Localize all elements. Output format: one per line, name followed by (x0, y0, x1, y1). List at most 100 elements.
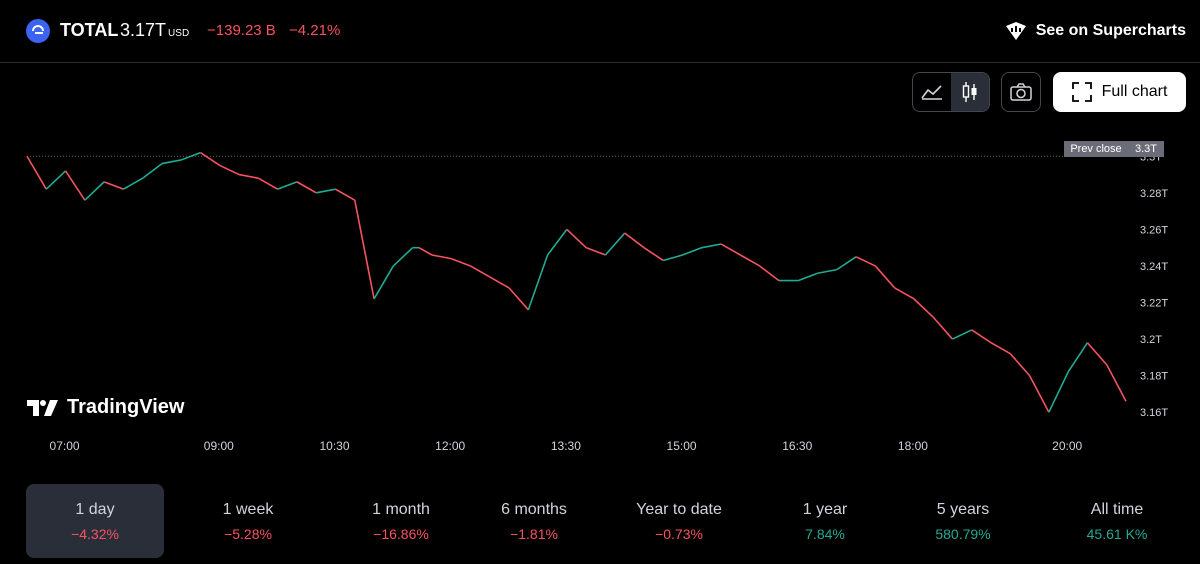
price-segment (1067, 342, 1089, 373)
full-chart-button[interactable]: Full chart (1053, 72, 1186, 112)
period-1-week[interactable]: 1 week −5.28% (179, 484, 317, 558)
snapshot-button[interactable] (1001, 72, 1041, 112)
period-label: 6 months (501, 501, 567, 518)
price-segment (624, 232, 645, 249)
symbol[interactable]: TOTAL (60, 20, 119, 40)
price-segment (335, 188, 356, 201)
price-segment (277, 181, 298, 190)
price-segment (161, 159, 182, 165)
area-chart-button[interactable] (913, 73, 951, 111)
x-tick-label: 12:00 (435, 439, 465, 453)
y-tick-label: 3.28T (1140, 188, 1168, 200)
price-segment (238, 173, 259, 180)
price-segment (682, 246, 703, 256)
price-segment (585, 246, 606, 256)
prev-close-label: Prev close (1064, 141, 1128, 157)
y-tick-label: 3.26T (1140, 224, 1168, 236)
x-tick-label: 07:00 (50, 439, 80, 453)
price-segment (84, 181, 105, 201)
price-segment (219, 164, 240, 176)
price-segment (373, 265, 395, 300)
period-change: 7.84% (805, 526, 845, 542)
price-segment (836, 256, 857, 271)
period-label: All time (1090, 501, 1144, 518)
candles-button[interactable] (951, 73, 989, 111)
period-label: 1 year (802, 501, 848, 518)
price-segment (874, 265, 896, 289)
chart-style-toggle (912, 72, 990, 112)
price-segment (1009, 353, 1031, 377)
fullscreen-icon (1071, 82, 1092, 102)
price-unit: T (155, 20, 167, 40)
price-segment (855, 256, 876, 267)
period-change: 580.79% (935, 526, 991, 542)
period-1-month[interactable]: 1 month −16.86% (332, 484, 470, 558)
area-chart-icon (921, 85, 942, 100)
change-absolute: −139.23 B (207, 22, 276, 39)
price: 3.17T USD (120, 20, 189, 41)
price-segment (604, 232, 626, 256)
price-segment (546, 228, 568, 256)
price-segment (296, 181, 317, 194)
period-5-years[interactable]: 5 years 580.79% (894, 484, 1032, 558)
price-segment (123, 177, 144, 190)
price-segment (26, 155, 47, 190)
price-segment (316, 188, 336, 194)
price-segment (64, 170, 86, 201)
price-segment (894, 287, 915, 300)
price-chart[interactable]: 3.16T 3.18T 3.2T 3.22T 3.24T 3.26T 3.28T 3.3T 0… (0, 130, 1200, 460)
x-tick-label: 18:00 (898, 439, 928, 453)
price-segment (470, 265, 491, 278)
price-segment (1086, 342, 1108, 366)
price-segment (45, 170, 67, 190)
price-segment (643, 247, 664, 262)
period-selector: 1 day −4.32% 1 week −5.28% 1 month −16.86% … (26, 484, 1186, 558)
tradingview-logo: TradingView (27, 396, 184, 419)
price-segment (701, 243, 722, 249)
price-segment (257, 177, 279, 190)
period-change: −16.86% (373, 526, 429, 542)
x-tick-label: 16:30 (782, 439, 812, 453)
change-percent: −4.21% (289, 22, 341, 39)
period-6-months[interactable]: 6 months −1.81% (465, 484, 603, 558)
supercharts-label: See on Supercharts (1035, 22, 1186, 39)
tradingview-logo-icon (27, 399, 58, 416)
period-label: 1 week (222, 501, 274, 518)
currency: USD (168, 28, 190, 39)
period-all-time[interactable]: All time 45.61 K% (1048, 484, 1186, 558)
period-label: 1 month (372, 501, 430, 518)
price-segment (180, 151, 201, 161)
period-year-to-date[interactable]: Year to date −0.73% (610, 484, 748, 558)
period-label: 5 years (936, 501, 990, 518)
price-segment (739, 254, 761, 267)
price-segment (971, 329, 992, 344)
period-change: −4.32% (71, 526, 119, 542)
price-segment (952, 329, 973, 340)
price-line (26, 151, 1127, 413)
header: TOTAL 3.17T USD −139.23 B −4.21% See on S… (0, 0, 1200, 63)
price-segment (566, 228, 587, 249)
y-tick-label: 3.18T (1140, 371, 1168, 383)
price-segment (913, 298, 934, 318)
period-label: 1 day (75, 501, 115, 518)
coin-logo-icon (26, 19, 50, 43)
period-1-day[interactable]: 1 day −4.32% (26, 484, 164, 558)
x-tick-label: 10:30 (319, 439, 349, 453)
supercharts-link[interactable]: See on Supercharts (1004, 20, 1186, 42)
price-segment (450, 257, 471, 267)
price-segment (932, 316, 954, 340)
full-chart-label: Full chart (1101, 83, 1168, 100)
tradingview-wordmark: TradingView (67, 396, 185, 418)
price-segment (142, 162, 163, 179)
period-label: Year to date (636, 501, 722, 518)
period-1-year[interactable]: 1 year 7.84% (756, 484, 894, 558)
camera-icon (1010, 83, 1032, 101)
period-change: 45.61 K% (1086, 526, 1148, 542)
price-segment (663, 254, 683, 262)
x-tick-label: 13:30 (551, 439, 581, 453)
price-segment (431, 254, 452, 260)
price-value: 3.17 (120, 20, 156, 40)
y-tick-label: 3.2T (1140, 334, 1162, 346)
price-segment (759, 265, 780, 282)
x-axis: 07:00 09:00 10:30 12:00 13:30 15:00 16:30 18:00… (50, 439, 1083, 453)
